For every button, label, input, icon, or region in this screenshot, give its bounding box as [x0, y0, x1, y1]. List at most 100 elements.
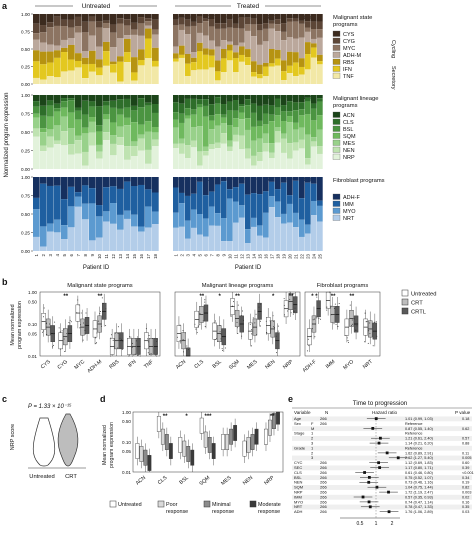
treated-row0-bar-13-seg-1 [251, 18, 257, 25]
treated-row0-bar-12-seg-6 [245, 65, 251, 84]
untreated-row1-bar-13-seg-1 [124, 98, 131, 108]
b-point-16-2-3 [356, 325, 358, 327]
b-point-10-0-1 [233, 301, 235, 303]
legend-title2-1: programs [333, 103, 358, 109]
treated-row2-bar-14-seg-1 [257, 194, 263, 226]
treated-row0-bar-14-seg-5 [257, 74, 263, 79]
treated-row0-bar-10-seg-5 [233, 57, 239, 73]
treated-row0-bar-4-seg-2 [197, 23, 203, 33]
b-point-12-0-0 [265, 320, 267, 322]
untreated-row2-bar-5-seg-1 [68, 186, 75, 207]
b-point-6-1-1 [152, 338, 154, 340]
untreated-row1-bar-11-seg-0 [110, 95, 117, 101]
treated-row0-bar-10-seg-6 [233, 72, 239, 84]
untreated-row0-bar-15-seg-5 [138, 60, 145, 66]
d-legend-label2-2: response [212, 509, 234, 515]
treated-row1-bar-12-seg-5 [245, 148, 251, 159]
treated-row2-bar-5-seg-1 [203, 195, 209, 219]
untreated-row2-bar-14-seg-3 [131, 226, 138, 251]
untreated-row1-bar-11-seg-6 [110, 155, 117, 169]
e-hr-text-7: 1.62 (0.89, 2.91) [405, 451, 434, 455]
legend-item-0-6: TNF [343, 74, 354, 80]
d-box-3-1 [203, 431, 208, 448]
treated-row2-bar-3-seg-2 [191, 209, 197, 228]
untreated-row0-bar-5-seg-4 [68, 44, 75, 60]
treated-row1-bar-1-seg-1 [179, 103, 185, 114]
e-hr-text-4: 1.21 (0.61, 2.40) [405, 437, 434, 441]
b-point-15-2-1 [338, 303, 340, 305]
b-point-14-0-3 [307, 338, 309, 340]
b-point-3-0-2 [95, 337, 97, 339]
untreated-row0-bar-5-seg-5 [68, 59, 75, 71]
treated-row2-bar-18-seg-0 [281, 177, 287, 183]
treated-row0-bar-18-seg-4 [281, 60, 287, 72]
b-stars-1: ** [63, 294, 68, 300]
e-n-17: 266 [320, 499, 327, 504]
untreated-row1-bar-11-seg-2 [110, 107, 117, 123]
legend-item-2-0: ADH-F [343, 195, 360, 201]
b-point-13-2-0 [293, 310, 295, 312]
b-point-4-1-3 [114, 332, 116, 334]
b-point-4-2-2 [120, 338, 122, 340]
untreated-row0-bar-17-seg-0 [152, 14, 159, 20]
d-box-0-2 [143, 449, 148, 466]
treated-row1-bar-17-seg-3 [275, 115, 281, 128]
treated-row2-bar-2-seg-2 [185, 220, 191, 239]
untreated-row1-bar-8-seg-5 [89, 132, 96, 146]
side-label-secretory: Secretory [390, 66, 396, 90]
untreated-row2-bar-4-seg-2 [61, 225, 68, 240]
b-point-7-2-1 [187, 355, 189, 357]
legend-title2-0: programs [333, 22, 358, 28]
treated-row1-bar-23-seg-4 [311, 137, 317, 142]
untreated-row0-bar-0-seg-4 [33, 50, 40, 62]
untreated-row0-bar-1-seg-4 [40, 51, 47, 65]
untreated-row0-bar-2-seg-5 [47, 62, 54, 77]
d-box-2-2 [186, 446, 191, 462]
d-box-2-0 [178, 437, 183, 453]
untreated-row0-bar-3-seg-3 [54, 45, 61, 51]
untreated-row1-bar-4-seg-6 [61, 145, 68, 169]
untreated-row0-bar-13-seg-1 [124, 19, 131, 26]
untreated-row0-bar-7-seg-6 [82, 78, 89, 84]
untreated-row0-bar-11-seg-5 [110, 64, 117, 73]
b-point-4-2-3 [122, 341, 124, 343]
untreated-row0-bar-16-seg-3 [145, 25, 152, 29]
d-box-5-0 [242, 440, 247, 457]
treated-row1-bar-9-seg-3 [227, 125, 233, 141]
treated-id-20: 21 [294, 253, 299, 258]
untreated-row2-bar-11-seg-1 [110, 186, 117, 204]
treated-row0-bar-1-seg-4 [179, 45, 185, 55]
untreated-row2-bar-6-seg-2 [75, 196, 82, 207]
b-point-11-0-2 [250, 333, 252, 335]
legend-swatch-2-3 [332, 214, 341, 221]
untreated-row1-bar-15-seg-4 [138, 134, 145, 139]
treated-row2-bar-7-seg-3 [215, 225, 221, 251]
untreated-row1-bar-1-seg-1 [40, 105, 47, 116]
untreated-id-12: 13 [118, 253, 123, 258]
untreated-row0-bar-12-seg-3 [117, 38, 124, 57]
untreated-row1-bar-0-seg-0 [33, 95, 40, 102]
b-point-7-0-0 [179, 324, 181, 326]
b-legend-label-1: CRT [411, 301, 423, 307]
untreated-row1-bar-2-seg-5 [47, 136, 54, 148]
treated-row0-bar-18-seg-1 [281, 23, 287, 32]
untreated-row0-bar-9-seg-2 [96, 27, 103, 47]
panel-c-label: c [2, 394, 7, 404]
untreated-row0-bar-16-seg-6 [145, 58, 152, 84]
untreated-row2-bar-16-seg-0 [145, 177, 152, 190]
b-point-5-1-3 [134, 353, 136, 355]
treated-row1-bar-21-seg-0 [299, 95, 305, 103]
b-point-6-2-0 [156, 339, 158, 341]
treated-row1-bar-23-seg-1 [311, 103, 317, 109]
legend-swatch-1-6 [332, 153, 341, 160]
treated-row1-bar-12-seg-0 [245, 95, 251, 100]
untreated-row1-bar-9-seg-2 [96, 125, 103, 132]
e-n-12: 266 [320, 475, 327, 480]
untreated-id-4: 5 [62, 253, 67, 256]
treated-row0-bar-9-seg-1 [227, 19, 233, 28]
treated-row2-bar-24-seg-0 [317, 177, 323, 201]
treated-row1-bar-21-seg-3 [299, 115, 305, 128]
treated-row2-bar-1-seg-1 [179, 192, 185, 204]
treated-row0-bar-4-seg-0 [197, 14, 203, 17]
untreated-row0-bar-15-seg-4 [138, 49, 145, 61]
